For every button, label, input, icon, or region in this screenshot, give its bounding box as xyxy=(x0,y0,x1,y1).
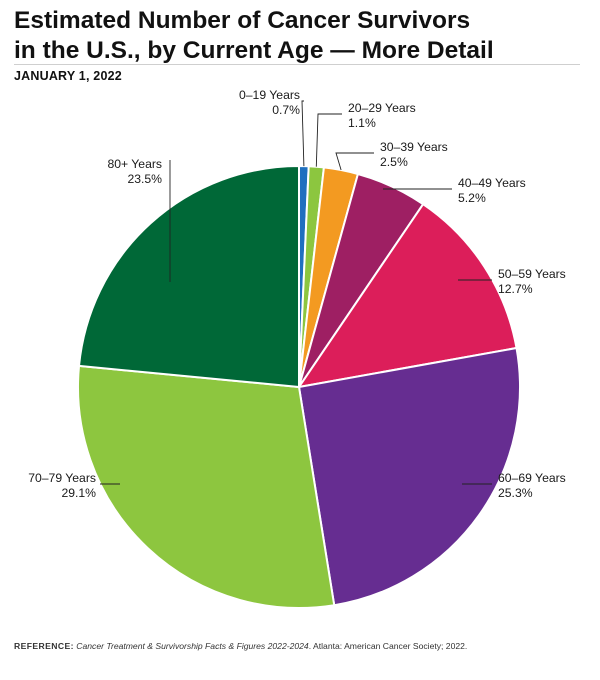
reference-source: . Atlanta: American Cancer Society; 2022… xyxy=(308,641,468,651)
leader-lines xyxy=(100,100,492,485)
slice-value-5: 25.3% xyxy=(498,486,533,500)
slice-label-5: 60–69 Years xyxy=(498,471,566,485)
chart-title: Estimated Number of Cancer Survivors in … xyxy=(14,6,586,66)
slice-label-3: 40–49 Years xyxy=(458,176,526,190)
reference-label: REFERENCE: xyxy=(14,641,74,651)
slice-label-0: 0–19 Years xyxy=(239,88,300,102)
reference-note: REFERENCE: Cancer Treatment & Survivorsh… xyxy=(14,641,594,651)
date-label: JANUARY 1, 2022 xyxy=(14,69,122,83)
leader-line-2 xyxy=(335,152,374,171)
title-line-1: Estimated Number of Cancer Survivors xyxy=(14,7,471,34)
slice-value-2: 2.5% xyxy=(380,155,408,169)
title-line-2: in the U.S., by Current Age — More Detai… xyxy=(14,37,494,64)
slice-value-4: 12.7% xyxy=(498,282,533,296)
slice-label-6: 70–79 Years xyxy=(28,471,96,485)
slice-label-4: 50–59 Years xyxy=(498,267,566,281)
pie-slice-6 xyxy=(77,364,336,610)
slice-label-2: 30–39 Years xyxy=(380,140,448,154)
title-divider xyxy=(14,64,580,65)
slice-value-7: 23.5% xyxy=(127,172,162,186)
pie-slice-5 xyxy=(298,347,521,607)
leader-line-0 xyxy=(301,100,305,167)
pie-slices xyxy=(77,164,521,610)
leader-line-1 xyxy=(315,113,342,167)
slice-value-0: 0.7% xyxy=(272,103,300,117)
reference-citation: Cancer Treatment & Survivorship Facts & … xyxy=(76,641,309,651)
slice-value-3: 5.2% xyxy=(458,191,486,205)
pie-slice-4 xyxy=(298,203,518,388)
slice-label-7: 80+ Years xyxy=(107,157,162,171)
slice-label-1: 20–29 Years xyxy=(348,101,416,115)
pie-slice-7 xyxy=(78,165,300,388)
slice-value-6: 29.1% xyxy=(61,486,96,500)
slice-value-1: 1.1% xyxy=(348,116,376,130)
